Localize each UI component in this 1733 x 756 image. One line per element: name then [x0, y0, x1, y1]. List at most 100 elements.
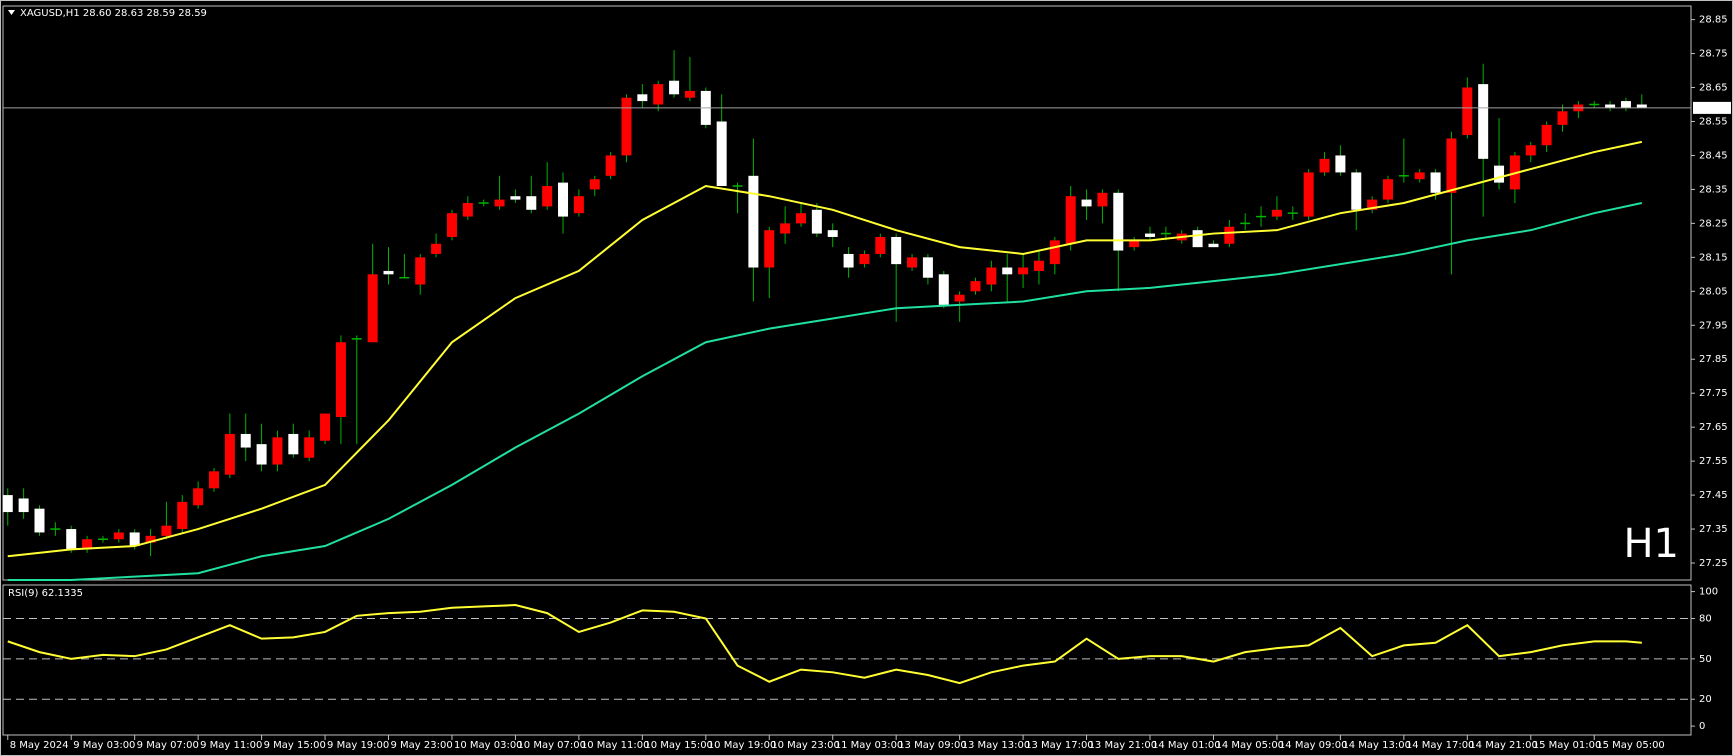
- y-tick-label: 50: [1699, 654, 1712, 665]
- candle-body: [621, 97, 632, 156]
- candle-body: [1367, 199, 1378, 210]
- candle-body: [938, 274, 949, 305]
- x-tick-label: 9 May 15:00: [264, 740, 326, 751]
- current-price-box: [1693, 101, 1731, 114]
- y-tick-label: 27.55: [1699, 456, 1728, 467]
- y-tick-label: 100: [1699, 587, 1718, 598]
- candle-body: [272, 437, 283, 465]
- y-tick-label: 27.65: [1699, 422, 1728, 433]
- candle-body: [320, 413, 331, 441]
- candle-body: [1097, 192, 1108, 207]
- candle-body: [970, 281, 981, 292]
- x-tick-label: 11 May 03:00: [835, 740, 904, 751]
- candle-body: [605, 155, 616, 176]
- candle-body: [1271, 209, 1282, 217]
- x-tick-label: 15 May 05:00: [1596, 740, 1665, 751]
- candle-body: [1049, 240, 1060, 265]
- candle-body: [573, 196, 584, 214]
- candle-body: [764, 230, 775, 268]
- x-tick-label: 14 May 21:00: [1469, 740, 1538, 751]
- candle-body: [542, 186, 553, 207]
- candle-body: [1065, 196, 1076, 244]
- candle-body: [288, 433, 299, 455]
- rsi-line: [7, 604, 1642, 685]
- candle-body: [1145, 233, 1156, 237]
- candle-body: [161, 525, 172, 536]
- panel-frame: [2, 5, 1692, 581]
- candle-body: [986, 267, 997, 285]
- x-tick-label: 13 May 09:00: [898, 740, 967, 751]
- y-tick-label: 27.75: [1699, 388, 1728, 399]
- y-tick-label: 28.55: [1699, 116, 1728, 127]
- candle-body: [811, 209, 822, 234]
- x-tick-label: 13 May 17:00: [1025, 740, 1094, 751]
- x-tick-label: 10 May 03:00: [454, 740, 523, 751]
- candle-body: [431, 243, 442, 254]
- candle-body: [1002, 267, 1013, 275]
- x-tick-label: 9 May 19:00: [327, 740, 389, 751]
- candle-body: [1033, 260, 1044, 271]
- candle-body: [954, 294, 965, 302]
- y-tick-label: 28.35: [1699, 184, 1728, 195]
- candle-body: [129, 532, 140, 547]
- candle-body: [415, 257, 426, 285]
- candle-body: [1224, 226, 1235, 244]
- candle-body: [240, 433, 251, 448]
- candle-body: [510, 196, 521, 200]
- candle-body: [383, 270, 394, 275]
- candle-body: [1319, 158, 1330, 173]
- x-tick-label: 9 May 03:00: [73, 740, 135, 751]
- candle-body: [462, 202, 473, 217]
- candle-body: [1605, 104, 1616, 108]
- y-tick-label: 20: [1699, 694, 1712, 705]
- candle-body: [526, 196, 537, 210]
- moving-average: [7, 140, 1643, 558]
- y-tick-label: 27.85: [1699, 354, 1728, 365]
- x-tick-label: 10 May 11:00: [581, 740, 650, 751]
- candle-body: [256, 444, 267, 465]
- candle-body: [113, 532, 124, 540]
- candle-body: [1494, 165, 1505, 183]
- candle-body: [66, 529, 77, 550]
- candle-body: [780, 223, 791, 234]
- candle-body: [859, 253, 870, 265]
- candle-body: [1525, 145, 1536, 156]
- indicator-title: RSI(9) 62.1335: [8, 588, 83, 599]
- candle-body: [1430, 172, 1441, 193]
- candle-body: [1081, 199, 1092, 207]
- watermark: H1: [1623, 521, 1679, 567]
- x-tick-label: 10 May 23:00: [771, 740, 840, 751]
- candle-body: [145, 535, 156, 543]
- x-tick-label: 10 May 19:00: [708, 740, 777, 751]
- candle-body: [34, 508, 45, 533]
- x-tick-label: 10 May 07:00: [517, 740, 586, 751]
- candle-body: [795, 213, 806, 224]
- candle-body: [1113, 192, 1124, 251]
- candle-body: [494, 199, 505, 207]
- x-tick-label: 14 May 17:00: [1406, 740, 1475, 751]
- y-tick-label: 0: [1699, 721, 1705, 732]
- candle-body: [891, 236, 902, 265]
- y-tick-label: 28.05: [1699, 286, 1728, 297]
- y-tick-label: 28.85: [1699, 15, 1728, 26]
- candle-body: [446, 213, 457, 237]
- x-tick-label: 9 May 11:00: [200, 740, 262, 751]
- candle-body: [589, 179, 600, 190]
- candle-body: [843, 253, 854, 268]
- candle-body: [335, 342, 346, 417]
- candle-body: [875, 236, 886, 254]
- candle-body: [922, 257, 933, 278]
- candle-body: [193, 488, 204, 506]
- candle-body: [1620, 101, 1631, 108]
- x-tick-label: 9 May 07:00: [137, 740, 199, 751]
- candle-body: [684, 90, 695, 98]
- y-tick-label: 28.75: [1699, 49, 1728, 60]
- y-tick-label: 27.35: [1699, 524, 1728, 535]
- candle-body: [177, 501, 188, 530]
- candle-body: [1541, 124, 1552, 146]
- candle-body: [1303, 172, 1314, 217]
- x-tick-label: 14 May 01:00: [1152, 740, 1221, 751]
- candle-body: [907, 257, 918, 268]
